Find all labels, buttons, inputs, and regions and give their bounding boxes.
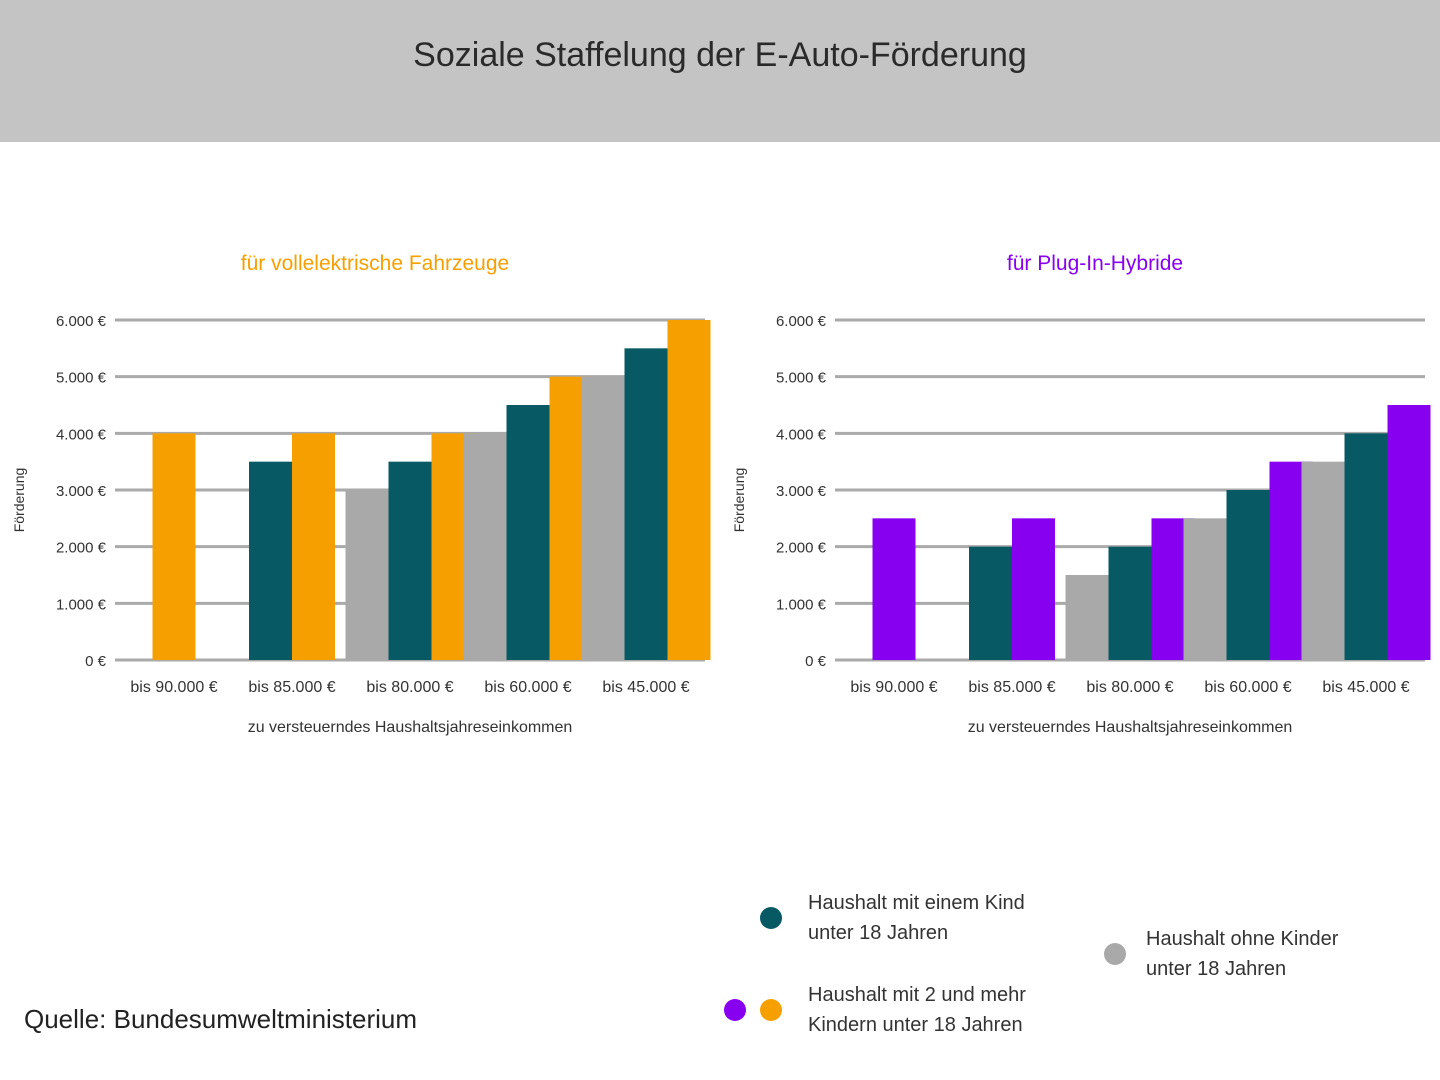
x-tick-label: bis 80.000 € — [1086, 679, 1173, 696]
x-tick-label: bis 45.000 € — [1322, 679, 1409, 696]
y-axis-label: Förderung — [11, 468, 27, 533]
legend-no-children: Haushalt ohne Kinder unter 18 Jahren — [1104, 924, 1386, 984]
bar — [969, 546, 1012, 660]
y-tick-label: 1.000 € — [776, 596, 827, 613]
bar — [667, 320, 711, 660]
legend-one-child: Haushalt mit einem Kind unter 18 Jahren — [760, 888, 1068, 948]
y-tick-label: 6.000 € — [56, 313, 107, 330]
y-tick-label: 4.000 € — [776, 426, 827, 443]
x-tick-label: bis 90.000 € — [850, 679, 937, 696]
bar — [152, 433, 196, 660]
y-tick-label: 1.000 € — [56, 596, 107, 613]
y-tick-label: 5.000 € — [56, 370, 107, 387]
x-tick-label: bis 60.000 € — [484, 679, 571, 696]
x-tick-label: bis 85.000 € — [968, 679, 1055, 696]
legend-label: Haushalt mit 2 und mehr Kindern unter 18… — [808, 984, 1026, 1036]
bar — [292, 433, 335, 660]
bar — [1344, 433, 1388, 660]
chart-bev: für vollelektrische Fahrzeuge 0 € 1.000 € 2… — [11, 252, 711, 736]
bar — [1183, 518, 1227, 660]
bar — [1387, 405, 1431, 660]
y-axis-label: Förderung — [731, 468, 747, 533]
bar — [581, 376, 625, 660]
y-tick-label: 2.000 € — [56, 540, 107, 557]
y-tick-label: 0 € — [85, 653, 107, 670]
bar — [463, 433, 507, 660]
x-tick-label: bis 85.000 € — [248, 679, 335, 696]
bar — [624, 348, 668, 660]
bar — [1065, 575, 1109, 660]
legend-swatch-orange — [760, 999, 782, 1021]
y-tick-label: 6.000 € — [776, 313, 827, 330]
chart-phev: für Plug-In-Hybride 0 € 1.000 € 2.000 € 3.00… — [731, 252, 1431, 736]
bar — [345, 490, 389, 660]
bar — [506, 405, 550, 660]
legend-swatch-gray — [1104, 943, 1126, 965]
legend-swatch-teal — [760, 907, 782, 929]
legend-label: Haushalt ohne Kinder unter 18 Jahren — [1146, 928, 1339, 980]
bar — [872, 518, 916, 660]
legend-swatch-purple — [724, 999, 746, 1021]
bar — [249, 461, 292, 660]
y-tick-label: 3.000 € — [776, 483, 827, 500]
x-tick-label: bis 45.000 € — [602, 679, 689, 696]
y-tick-label: 4.000 € — [56, 426, 107, 443]
x-axis-label: zu versteuerndes Haushaltsjahreseinkomme… — [968, 719, 1293, 736]
bar — [1301, 461, 1345, 660]
legend-two-plus: Haushalt mit 2 und mehr Kindern unter 18… — [724, 980, 1068, 1040]
bar — [388, 461, 432, 660]
source-note: Quelle: Bundesumweltministerium — [24, 1004, 418, 1034]
y-tick-label: 2.000 € — [776, 540, 827, 557]
bar — [1108, 546, 1152, 660]
y-tick-label: 3.000 € — [56, 483, 107, 500]
x-axis-label: zu versteuerndes Haushaltsjahreseinkomme… — [248, 719, 573, 736]
header-banner: Soziale Staffelung der E-Auto-Förderung — [0, 0, 1440, 142]
chart-title: für Plug-In-Hybride — [1007, 252, 1183, 275]
page-title: Soziale Staffelung der E-Auto-Förderung — [413, 35, 1027, 74]
x-tick-label: bis 80.000 € — [366, 679, 453, 696]
y-tick-label: 0 € — [805, 653, 827, 670]
x-tick-label: bis 90.000 € — [130, 679, 217, 696]
bar — [1226, 490, 1270, 660]
legend-label: Haushalt mit einem Kind unter 18 Jahren — [808, 892, 1025, 944]
bar — [1012, 518, 1055, 660]
chart-title: für vollelektrische Fahrzeuge — [241, 252, 509, 275]
y-tick-label: 5.000 € — [776, 370, 827, 387]
x-tick-label: bis 60.000 € — [1204, 679, 1291, 696]
